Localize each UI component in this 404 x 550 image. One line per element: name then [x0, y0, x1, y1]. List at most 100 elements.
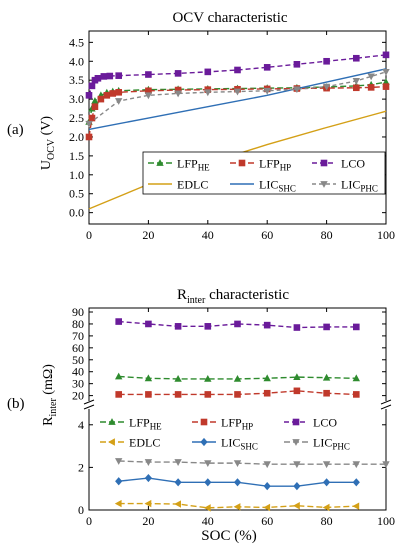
panel-a-point-lic-phc [233, 88, 242, 96]
panel-b-legend-label-lic-phc: LICPHC [313, 436, 350, 452]
panel-a-point-lic-phc [174, 90, 182, 98]
panel-b-point-lic-shc [293, 482, 301, 491]
panel-a-ylabel: UOCV (V) [39, 116, 57, 171]
panel-b-legend-label-lic-shc: LICSHC [221, 436, 258, 452]
panel-a-xtick-label: 40 [202, 228, 214, 242]
panel-a-series [85, 51, 390, 210]
panel-b-point-lco [174, 323, 182, 330]
panel-a-point-lic-phc [115, 98, 123, 105]
panel-b-point-edlc [352, 502, 360, 510]
panel-a-ytick-label: 0.5 [69, 187, 84, 201]
panel-b-legend-bg [96, 412, 382, 452]
panel-a-ytick-label: 3.0 [69, 92, 84, 106]
panel-a-point-lic-phc [263, 87, 271, 95]
panel-b-point-edlc [144, 499, 152, 508]
panel-b-ytick-label: 30 [72, 377, 84, 391]
panel-b-point-lfp-he [174, 374, 182, 382]
panel-b-ytick-label: 4 [78, 418, 84, 432]
panel-a-legend-marker-lfp-hp [238, 159, 246, 167]
panel-a-ytick-label: 4.5 [69, 35, 84, 49]
panel-b-xtick-label: 60 [261, 514, 273, 528]
panel-b-point-lic-phc [293, 461, 301, 469]
panel-b-point-lfp-he [144, 374, 153, 382]
panel-b-ytick-label: 40 [72, 365, 84, 379]
panel-b-legend-marker-lic-shc [200, 437, 208, 447]
panel-a: OCV characteristic (a) UOCV (V) 0 20 40 60 8… [7, 10, 395, 242]
panel-b-legend-marker-lco [292, 418, 300, 426]
panel-a-point-lfp-hp [91, 103, 99, 110]
panel-a-point-lco [115, 72, 122, 79]
panel-b-ylabel-main: R [41, 416, 56, 426]
panel-a-point-lco [174, 70, 182, 77]
panel-b-point-edlc [203, 504, 211, 512]
panel-a-point-lco [94, 75, 102, 82]
panel-b-point-lco [234, 320, 241, 328]
panel-a-legend-label-lic-shc: LICSHC [259, 178, 296, 194]
panel-b-point-lfp-hp [174, 391, 182, 398]
panel-b-axis-break [83, 404, 95, 410]
panel-b-point-lfp-hp [234, 391, 241, 398]
panel-b-point-lco [323, 323, 330, 331]
panel-b-point-lfp-he [204, 374, 212, 382]
panel-b-ytick-label: 20 [72, 389, 84, 403]
panel-b-ylabel: Rinter (mΩ) [41, 364, 59, 426]
panel-b-point-edlc [233, 503, 241, 511]
panel-b-legend-label-lfp-he: LFPHE [129, 416, 162, 432]
panel-b-point-lfp-he [115, 372, 123, 380]
panel-b-axis-break [83, 399, 95, 405]
panel-a-point-lfp-hp [367, 84, 375, 91]
panel-b-point-lic-phc [204, 460, 212, 468]
panel-b-xlabel: SOC (%) [201, 528, 256, 544]
panel-a-legend-marker-lfp-he [156, 159, 164, 166]
panel-b-point-lic-shc [204, 478, 212, 487]
panel-b-point-lic-shc [233, 478, 242, 487]
panel-a-axes: 0 20 40 60 80 100 0.0 0.5 1.0 1.5 2.0 2.5 3.0 3.5 4.0 4… [69, 30, 395, 242]
panel-a-xtick-label: 60 [261, 228, 273, 242]
panel-a-ytick-label: 2.5 [69, 111, 84, 125]
panel-b-point-edlc [322, 503, 330, 512]
panel-a-point-lco [85, 92, 93, 99]
panel-a-legend: LFPHE LFPHP LCO EDLC LICSHC LICPHC [142, 151, 386, 195]
panel-a-point-lco [106, 72, 114, 80]
panel-b-legend-marker-lfp-hp [200, 418, 208, 426]
panel-b-xtick-label: 20 [142, 514, 154, 528]
panel-b-title: Rinter characteristic [177, 287, 289, 306]
panel-b-point-lfp-he [293, 373, 301, 380]
panel-b-legend: LFPHE LFPHP LCO EDLC LICSHC LICPHC [96, 412, 382, 452]
panel-a-xtick-label: 100 [377, 228, 395, 242]
panel-b-point-lfp-hp [293, 387, 301, 395]
panel-a-point-lfp-he [382, 78, 390, 85]
panel-a-point-lfp-hp [174, 86, 182, 94]
panel-b-point-lic-phc [263, 461, 271, 469]
panel-b-ytick-label: 90 [72, 305, 84, 319]
panel-b: Rinter characteristic (b) Rinter (mΩ) SO… [7, 287, 395, 544]
panel-b-point-edlc [114, 499, 122, 508]
panel-b-point-lic-shc [352, 478, 360, 487]
panel-b-point-lic-shc [323, 478, 331, 487]
panel-b-ytick-label: 0 [78, 503, 84, 517]
panel-b-point-lfp-hp [115, 391, 122, 398]
panel-a-legend-marker-lco [320, 159, 328, 167]
panel-a-ytick-label: 1.5 [69, 149, 84, 163]
panel-a-point-lco [100, 73, 108, 80]
panel-b-point-lic-phc [174, 459, 182, 466]
panel-b-axis-break [380, 399, 392, 405]
panel-a-point-lic-phc [382, 68, 390, 76]
panel-a-point-lfp-hp [97, 95, 105, 103]
panel-a-point-lco [293, 61, 301, 68]
panel-a-point-lfp-hp [382, 83, 390, 90]
panel-b-point-lic-phc [144, 459, 153, 466]
panel-b-xtick-label: 100 [377, 514, 395, 528]
panel-a-legend-label-lfp-he: LFPHE [177, 157, 210, 173]
panel-b-title-rest: characteristic [205, 287, 289, 303]
panel-b-point-lfp-hp [263, 389, 271, 397]
panel-b-ytick-label: 80 [72, 317, 84, 331]
panel-b-ytick-label: 50 [72, 353, 84, 367]
panel-b-point-lco [353, 323, 360, 331]
panel-a-ytick-label: 0.0 [69, 206, 84, 220]
panel-b-point-lco [293, 324, 301, 331]
panel-a-line-lic-phc [88, 71, 387, 125]
panel-a-ytick-label: 2.0 [69, 130, 84, 144]
